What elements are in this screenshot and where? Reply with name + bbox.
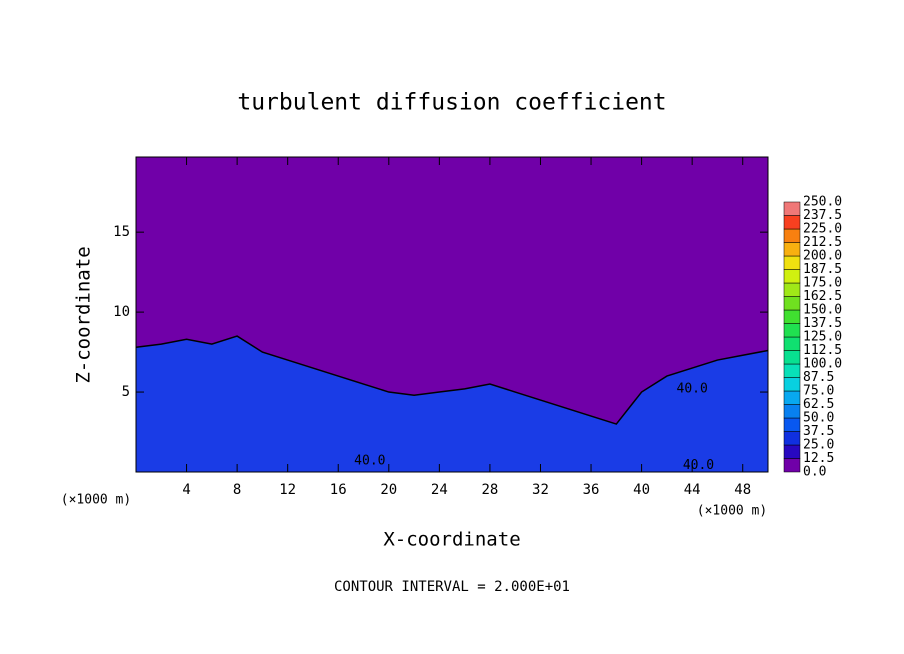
colorbar-band [783,215,801,230]
colorbar-label: 12.5 [803,451,834,466]
colorbar-band [783,309,801,324]
x-tick-label: 20 [380,482,397,498]
colorbar-band [783,323,801,338]
x-unit-right: (×1000 m) [697,504,767,519]
colorbar-band [783,444,801,459]
colorbar-label: 25.0 [803,438,834,453]
colorbar-label: 200.0 [803,249,842,264]
colorbar-label: 212.5 [803,235,842,250]
colorbar-band [783,458,801,473]
colorbar-label: 37.5 [803,424,834,439]
colorbar-band [783,296,801,311]
colorbar-band [783,350,801,365]
colorbar-band [783,431,801,446]
x-tick-label: 40 [633,482,650,498]
colorbar-band [783,336,801,351]
colorbar-label: 0.0 [803,465,826,480]
x-tick-label: 48 [734,482,751,498]
colorbar-label: 175.0 [803,276,842,291]
colorbar-label: 87.5 [803,370,834,385]
colorbar-band [783,390,801,405]
colorbar-label: 112.5 [803,343,842,358]
x-tick-label: 12 [279,482,296,498]
x-tick-label: 16 [330,482,347,498]
y-tick-label: 15 [113,224,130,240]
plot-frame [135,156,769,473]
x-tick-label: 44 [684,482,701,498]
colorbar-band [783,269,801,284]
colorbar-label: 62.5 [803,397,834,412]
contour-label: 40.0 [683,458,714,473]
colorbar-label: 75.0 [803,384,834,399]
colorbar-band [783,363,801,378]
chart-title: turbulent diffusion coefficient [237,90,666,116]
contour-label: 40.0 [677,381,708,396]
colorbar-label: 150.0 [803,303,842,318]
colorbar-label: 137.5 [803,316,842,331]
contour-line [135,335,769,425]
colorbar-label: 125.0 [803,330,842,345]
colorbar-label: 237.5 [803,208,842,223]
colorbar-band [783,404,801,419]
colorbar-band [783,377,801,392]
colorbar-label: 250.0 [803,195,842,210]
contour-label: 40.0 [354,453,385,468]
x-tick-label: 8 [233,482,241,498]
y-tick-label: 5 [122,384,130,400]
colorbar-label: 225.0 [803,222,842,237]
y-tick-label: 10 [113,304,130,320]
colorbar-band [783,282,801,297]
colorbar-label: 187.5 [803,262,842,277]
x-tick-label: 24 [431,482,448,498]
colorbar-band [783,417,801,432]
x-tick-label: 36 [583,482,600,498]
colorbar-band [783,242,801,257]
colorbar-band [783,201,801,216]
turbulent-layer [136,336,768,472]
y-axis-label: Z-coordinate [73,246,95,383]
colorbar-label: 162.5 [803,289,842,304]
x-unit-left: (×1000 m) [61,493,131,508]
x-axis-label: X-coordinate [383,529,520,551]
x-tick-label: 32 [532,482,549,498]
colorbar-label: 50.0 [803,411,834,426]
x-tick-label: 28 [481,482,498,498]
colorbar-band [783,228,801,243]
x-tick-label: 4 [182,482,190,498]
colorbar-band [783,255,801,270]
colorbar-label: 100.0 [803,357,842,372]
footnote: CONTOUR INTERVAL = 2.000E+01 [334,579,570,595]
